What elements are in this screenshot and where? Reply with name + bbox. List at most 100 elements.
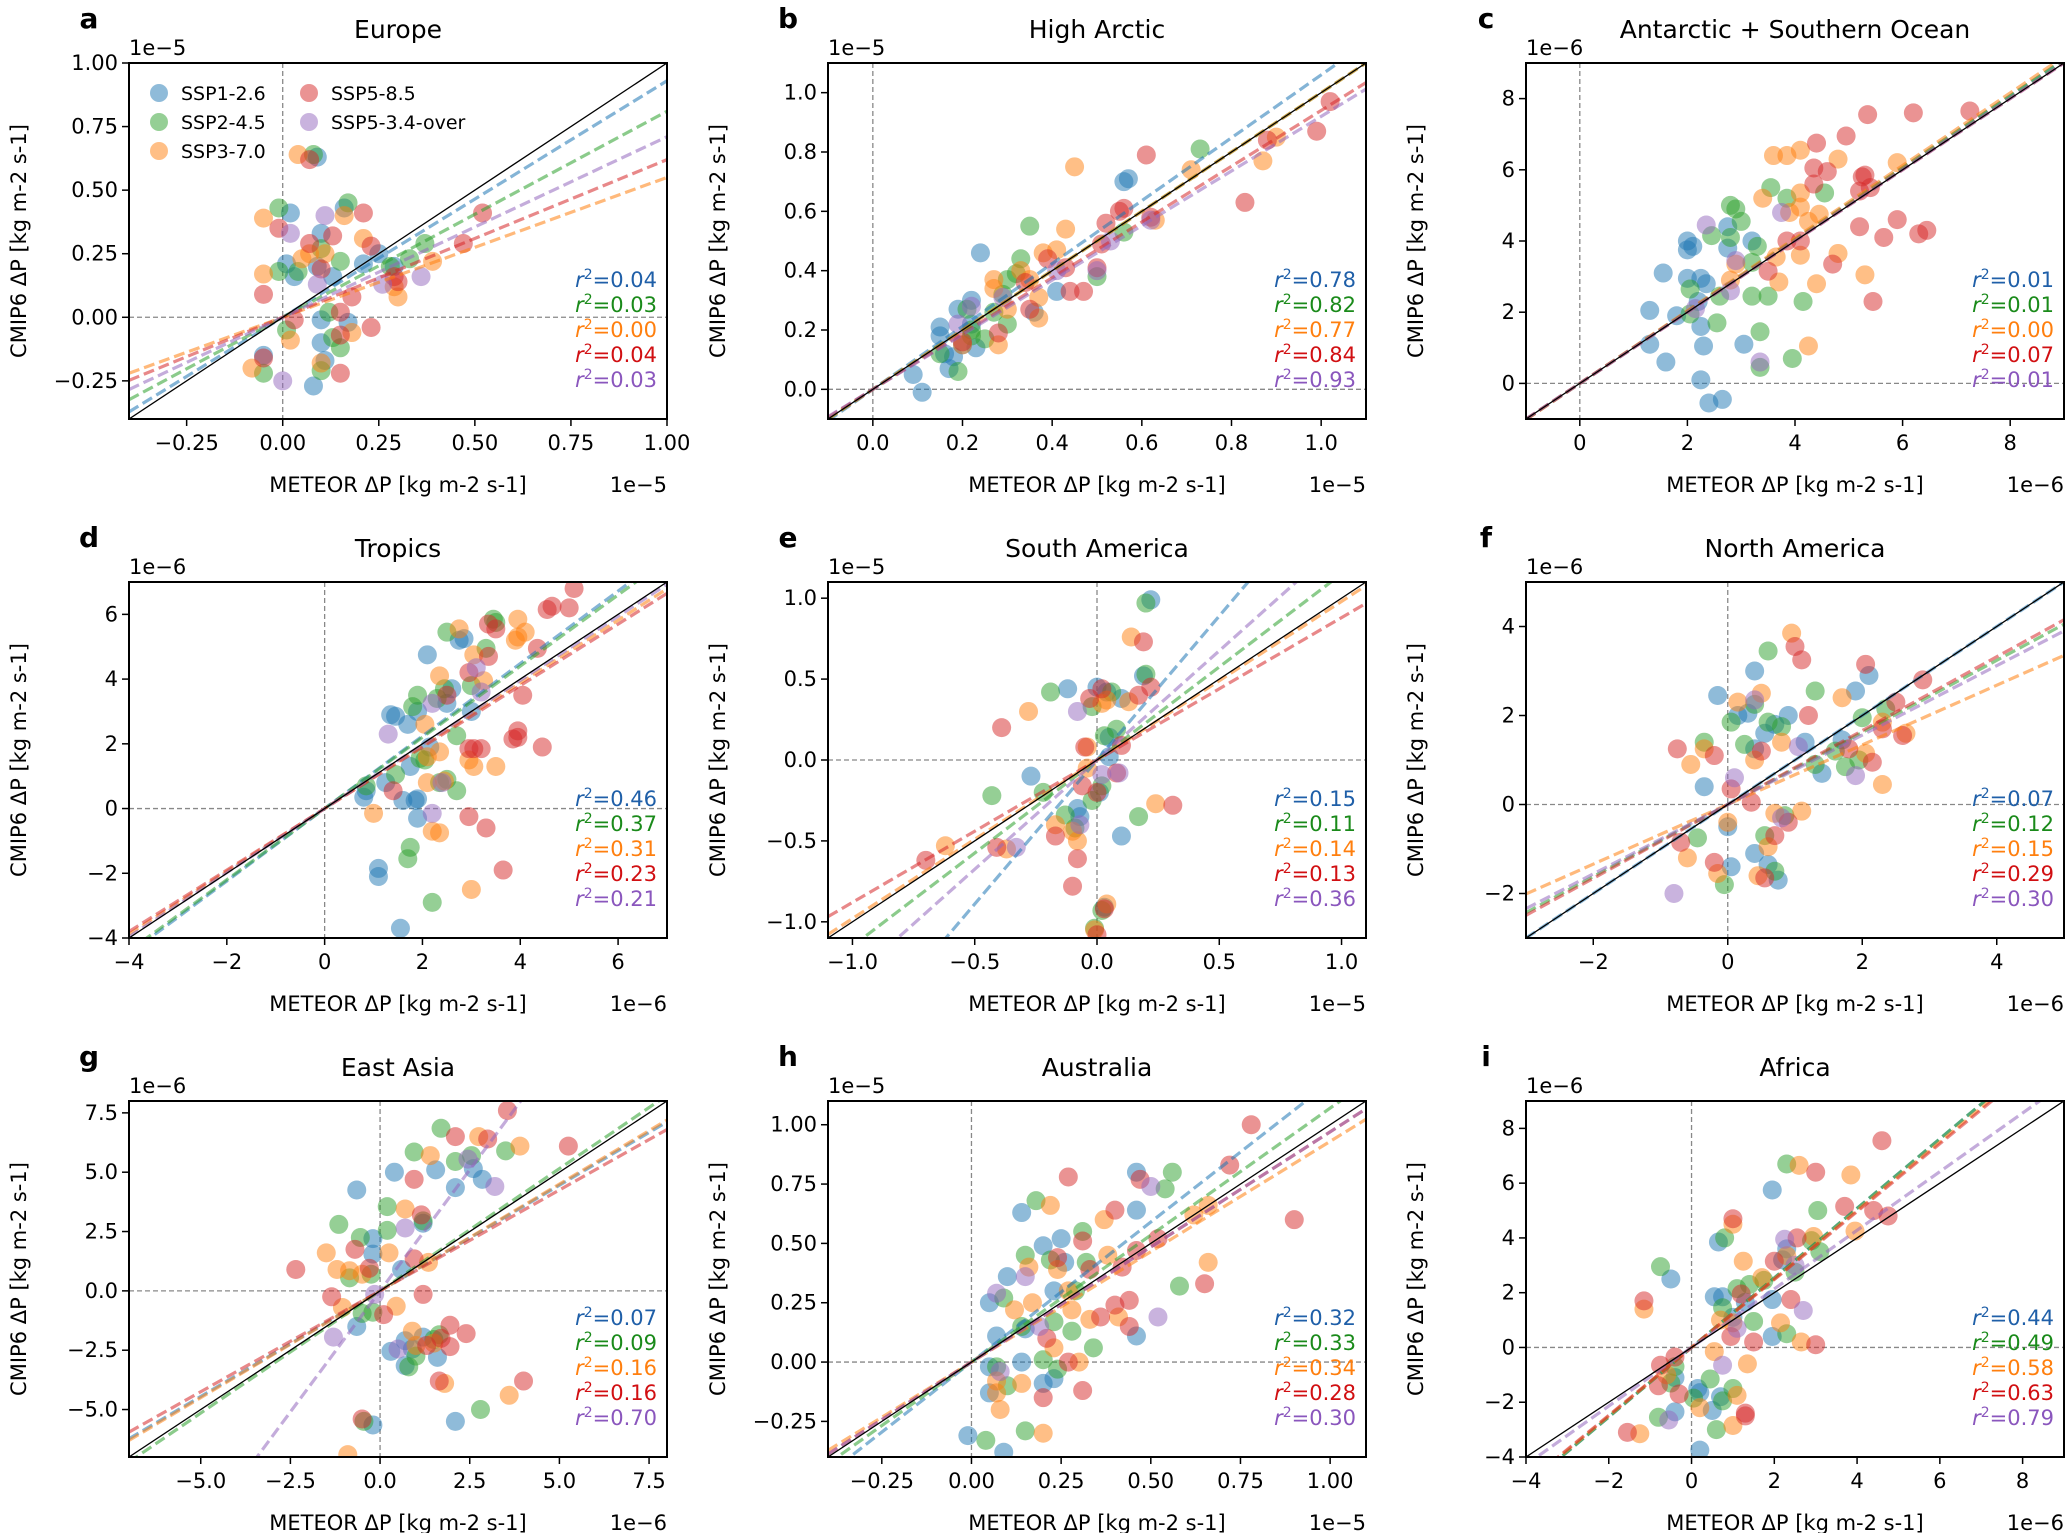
r-symbol: r (1274, 837, 1284, 861)
scatter-point (1872, 774, 1892, 794)
legend-label: SSP5-8.5 (331, 83, 416, 105)
x-tick-label: −2 (211, 950, 242, 974)
superscript-2: 2 (584, 342, 593, 358)
regression-line-SSP5-8.5 (1555, 1101, 1995, 1457)
r-squared-value: =0.03 (593, 368, 657, 392)
superscript-2: 2 (1981, 1405, 1990, 1421)
panel-letter: h (778, 1040, 798, 1073)
scatter-point (1022, 1293, 1042, 1313)
r-squared-value: =0.21 (593, 887, 657, 911)
scatter-point (1715, 1228, 1735, 1248)
scatter-point (1764, 1251, 1784, 1271)
y-offset-label: 1e−5 (828, 36, 885, 60)
scatter-point (1846, 766, 1866, 786)
scatter-point (982, 786, 1002, 806)
y-tick-label: 0.0 (784, 748, 817, 772)
r-squared-value: =0.14 (1292, 837, 1356, 861)
scatter-point (1835, 1196, 1855, 1216)
scatter-point (1019, 701, 1039, 721)
one-to-one-line (1526, 1101, 2064, 1457)
panel-letter: e (779, 521, 798, 554)
scatter-point (1015, 1267, 1035, 1287)
scatter-point (1634, 1291, 1654, 1311)
scatter-point (1220, 1155, 1240, 1175)
scatter-point (254, 264, 273, 284)
axes-frame (128, 581, 668, 939)
scatter-point (1107, 719, 1127, 739)
one-to-one-line (129, 582, 667, 938)
x-tick-label: 7.5 (632, 1469, 665, 1493)
superscript-2: 2 (584, 367, 593, 383)
plot-area (129, 582, 667, 938)
scatter-point (930, 317, 950, 337)
scatter-point (1114, 198, 1134, 218)
r-squared-label-SSP5-8.5: r2=0.13 (1274, 861, 1356, 886)
scatter-point (485, 1176, 505, 1196)
y-tick-label: 5.0 (85, 1160, 118, 1184)
scatter-point (1169, 1276, 1189, 1296)
superscript-2: 2 (1981, 317, 1990, 333)
scatter-point (1721, 712, 1741, 732)
scatter-point (417, 1335, 437, 1355)
scatter-point (280, 223, 300, 243)
one-to-one-line (828, 63, 1366, 419)
scatter-point (1772, 732, 1792, 752)
r-squared-label-SSP5-3.4-over: r2=0.01 (1972, 367, 2054, 392)
y-tick-label: −2 (1484, 882, 1515, 906)
r-squared-label-SSP5-8.5: r2=0.84 (1274, 342, 1356, 367)
r-squared-value: =0.07 (1990, 787, 2054, 811)
x-tick-label: 0 (1721, 950, 1734, 974)
scatter-point (1872, 1131, 1892, 1151)
scatter-point (1284, 1210, 1304, 1230)
scatter-point (1745, 690, 1765, 710)
x-tick-label: 0.25 (355, 431, 402, 455)
regression-line-SSP5-3.4-over (129, 135, 667, 391)
y-tick-label: 2 (105, 732, 118, 756)
scatter-point (300, 234, 320, 254)
scatter-point (364, 803, 384, 823)
superscript-2: 2 (1981, 886, 1990, 902)
y-tick-label: 0 (105, 797, 118, 821)
superscript-2: 2 (584, 836, 593, 852)
x-tick-label: 0.00 (259, 431, 306, 455)
series-SSP5-8.5 (1758, 101, 1980, 312)
scatter-point (1020, 299, 1040, 319)
y-axis-label: CMIP6 ΔP [kg m-2 s-1] (7, 124, 31, 358)
scatter-point (286, 1260, 306, 1280)
scatter-point (1058, 1352, 1078, 1372)
scatter-point (1056, 219, 1076, 239)
scatter-point (992, 718, 1012, 738)
y-tick-label: 0.25 (71, 242, 118, 266)
superscript-2: 2 (1283, 811, 1292, 827)
panel-title: Antarctic + Southern Ocean (1620, 15, 1971, 44)
scatter-point (1752, 1268, 1772, 1288)
scatter-point (1850, 217, 1870, 237)
scatter-point (377, 1197, 397, 1217)
legend-label: SSP5-3.4-over (331, 112, 466, 134)
scatter-point (1753, 188, 1773, 208)
r-squared-label-SSP5-8.5: r2=0.29 (1972, 861, 2054, 886)
r-symbol: r (1274, 787, 1284, 811)
r-symbol: r (1972, 812, 1982, 836)
r-squared-value: =0.34 (1292, 1356, 1356, 1380)
y-tick-label: 7.5 (85, 1101, 118, 1125)
scatter-point (1058, 679, 1078, 699)
r-squared-value: =0.15 (1990, 837, 2054, 861)
x-tick-label: 4 (1788, 431, 1801, 455)
scatter-point (378, 724, 398, 744)
scatter-point (1960, 101, 1980, 121)
regression-line-SSP2-4.5 (144, 582, 639, 938)
r-squared-value: =0.04 (593, 268, 657, 292)
scatter-point (1745, 661, 1765, 681)
panel-letter: c (1478, 2, 1495, 35)
scatter-point (361, 236, 381, 256)
x-axis-label: METEOR ΔP [kg m-2 s-1] (269, 1511, 527, 1533)
y-tick-label: 8 (1502, 1116, 1515, 1140)
scatter-point (1119, 1316, 1139, 1336)
scatter-point (329, 1214, 349, 1234)
series-SSP3-7.0 (1720, 140, 1907, 356)
scatter-point (1006, 837, 1026, 857)
series-SSP5-3.4-over (1664, 690, 1866, 903)
superscript-2: 2 (1981, 786, 1990, 802)
